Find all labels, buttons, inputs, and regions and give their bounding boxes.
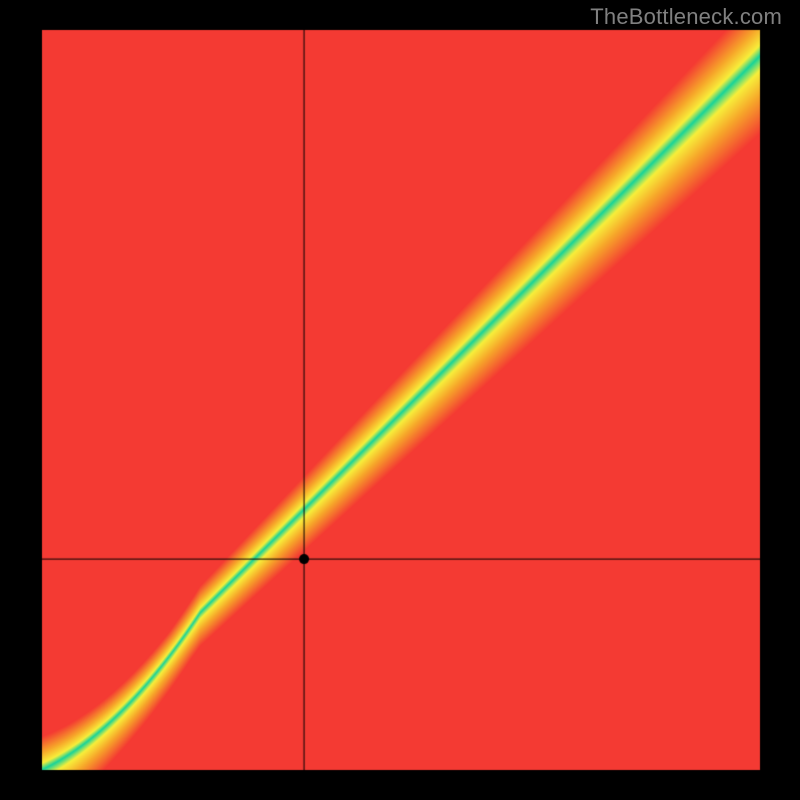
chart-container: TheBottleneck.com <box>0 0 800 800</box>
watermark-text: TheBottleneck.com <box>590 4 782 30</box>
heatmap-canvas <box>0 0 800 800</box>
